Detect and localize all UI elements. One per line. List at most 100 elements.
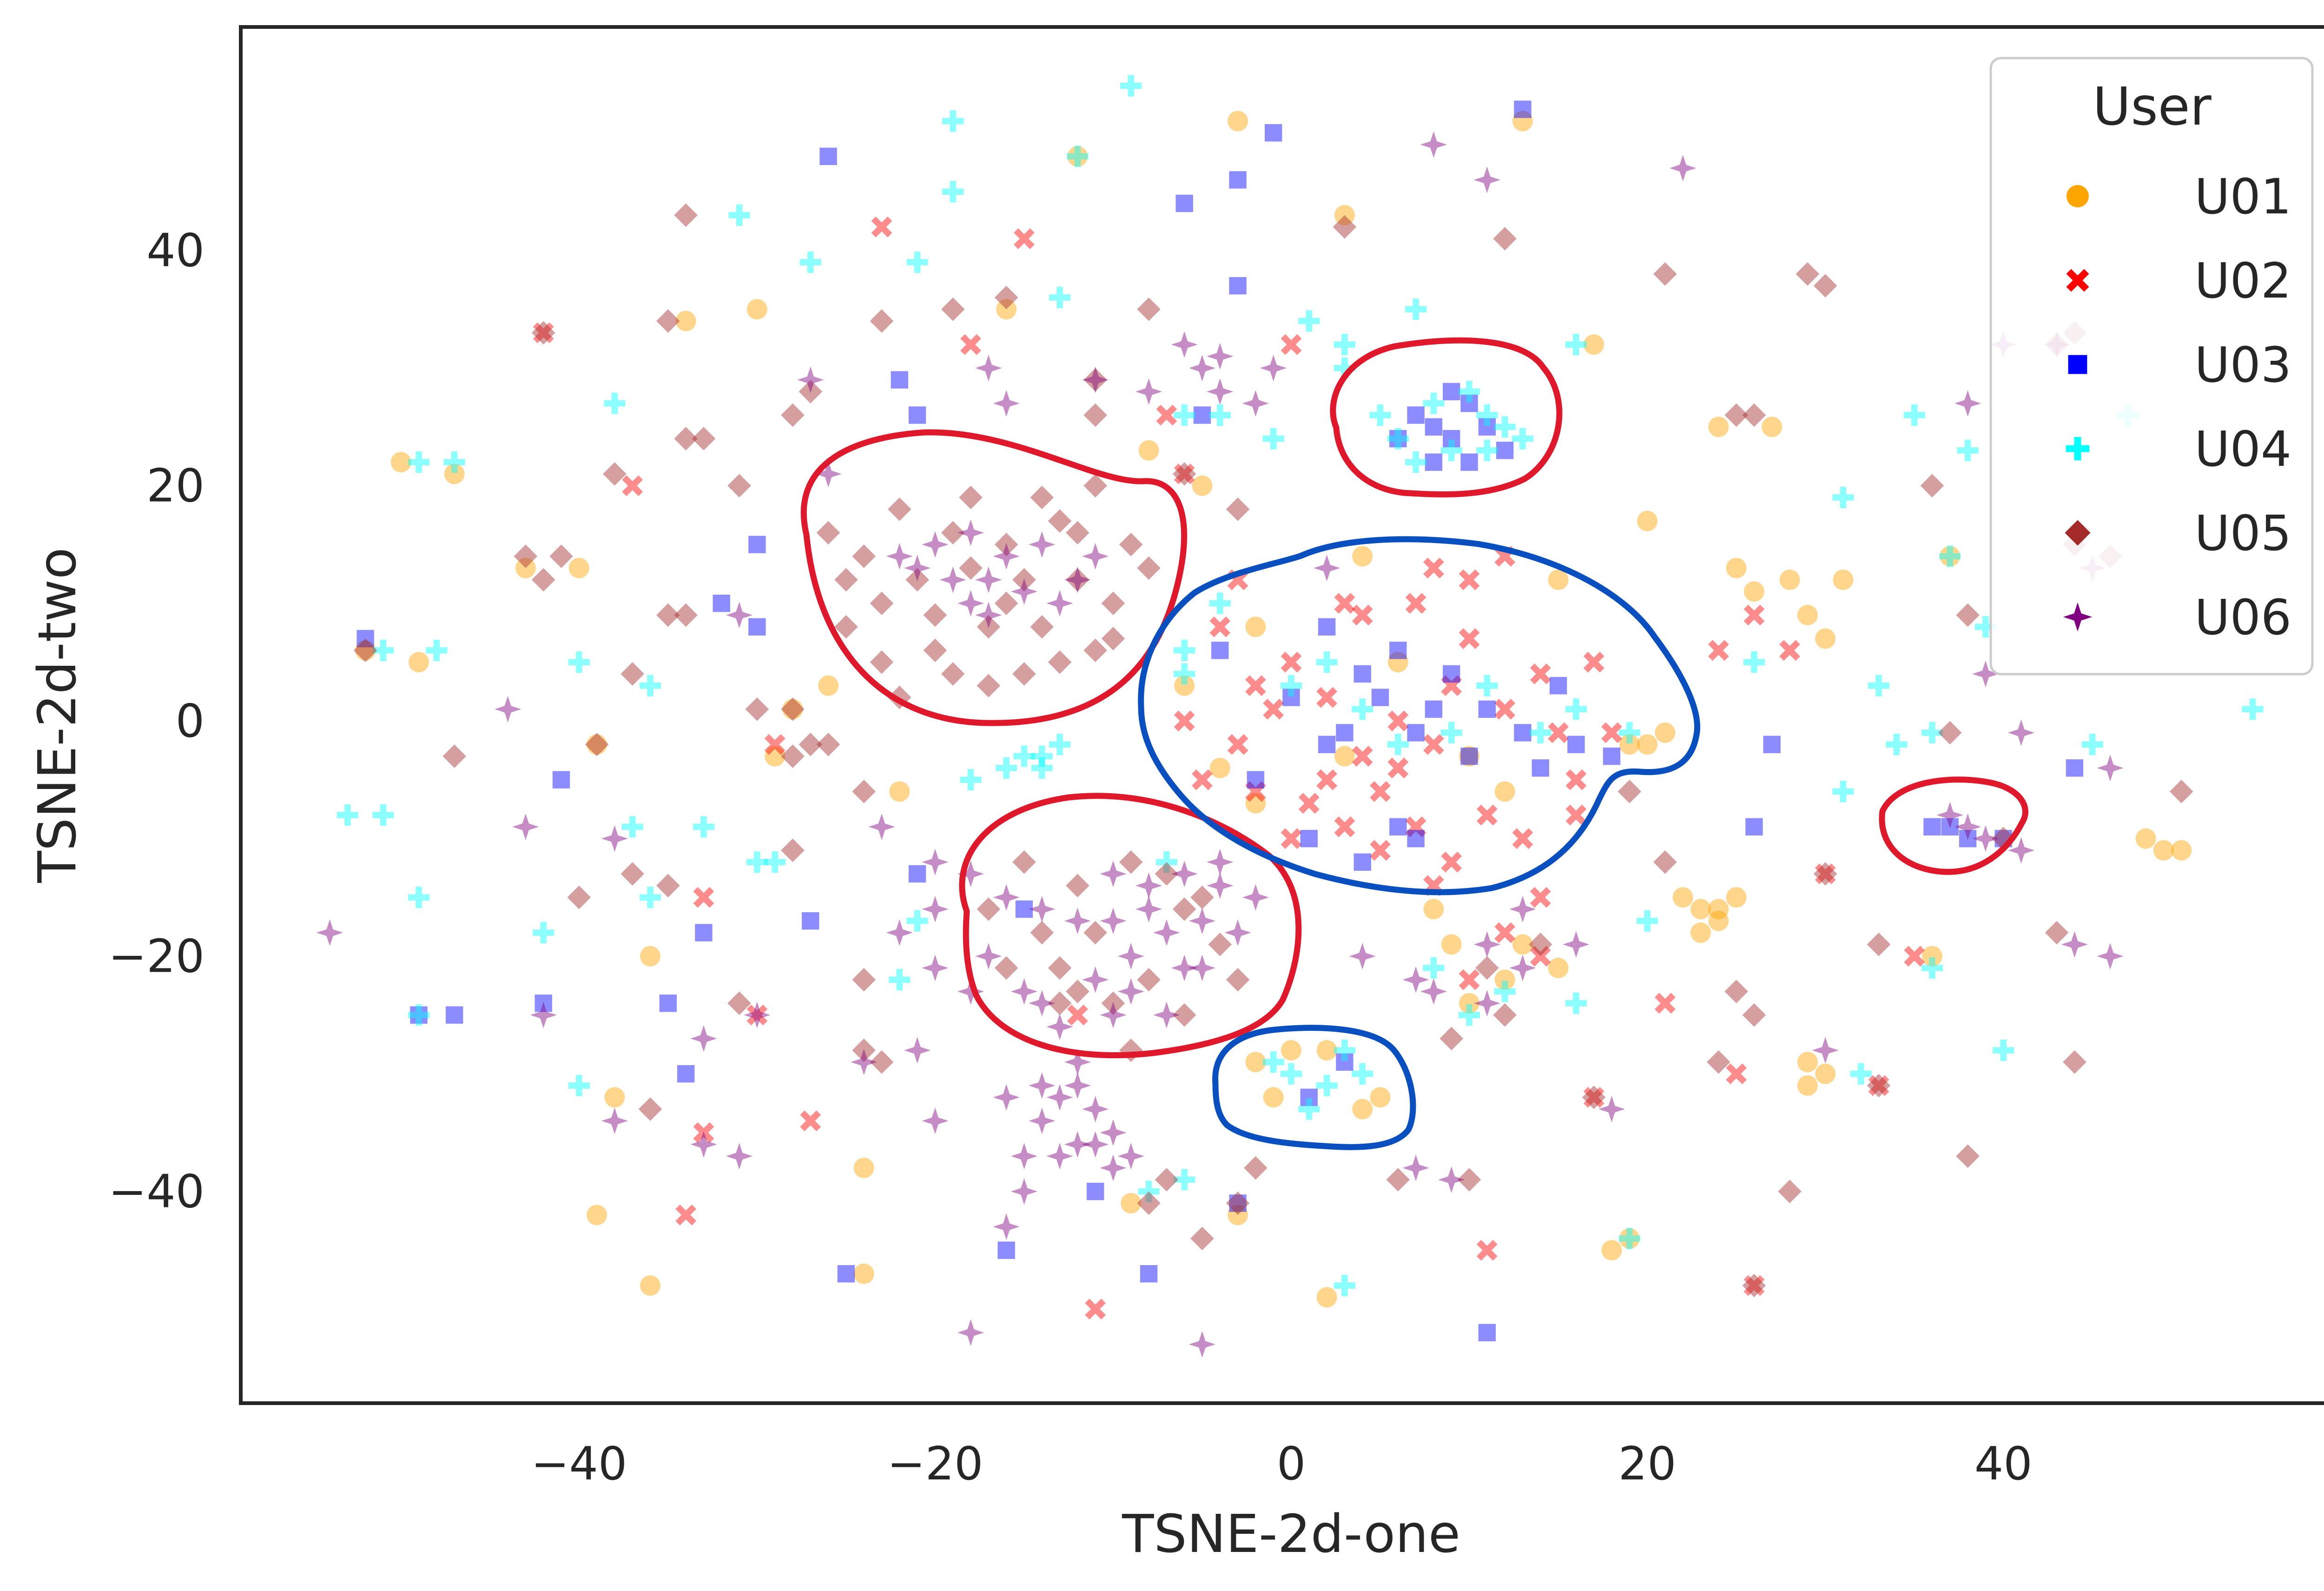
data-point-u05 <box>994 285 1018 310</box>
data-point-u06 <box>1402 1154 1429 1181</box>
legend-marker-u04 <box>2066 437 2090 461</box>
data-point-u02 <box>1494 698 1516 720</box>
data-point-u05 <box>799 379 823 404</box>
data-point-u06 <box>1598 1095 1625 1123</box>
data-point-u01 <box>1370 1087 1391 1108</box>
data-point-u04 <box>764 851 786 873</box>
data-point-u04 <box>533 921 555 944</box>
data-point-u03 <box>748 618 766 636</box>
data-point-u06 <box>1972 660 1999 688</box>
data-point-u01 <box>1441 934 1462 955</box>
data-point-u01 <box>1726 887 1747 908</box>
data-point-u04 <box>889 969 911 991</box>
data-point-u06 <box>993 390 1020 417</box>
data-point-u03 <box>1389 818 1407 836</box>
data-point-u05 <box>1778 1180 1802 1203</box>
data-point-u01 <box>1245 617 1266 637</box>
data-point-u06 <box>1100 860 1127 888</box>
data-point-u06 <box>530 1001 557 1028</box>
data-point-u05 <box>1048 509 1072 533</box>
legend-label-u02: U02 <box>2195 252 2291 309</box>
data-point-u06 <box>939 566 966 593</box>
data-point-u02 <box>1334 593 1355 614</box>
data-point-u04 <box>1512 428 1534 450</box>
data-point-u04 <box>568 651 590 673</box>
data-point-u06 <box>1473 931 1500 958</box>
data-point-u01 <box>1228 111 1248 132</box>
data-point-u01 <box>1601 1240 1622 1261</box>
data-point-u01 <box>1815 1063 1836 1084</box>
data-point-u04 <box>1423 392 1445 414</box>
data-point-u05 <box>1920 474 1944 497</box>
data-point-u03 <box>1371 689 1389 706</box>
data-point-u05 <box>1493 227 1517 251</box>
data-point-u01 <box>1619 734 1640 755</box>
data-point-u06 <box>1207 343 1234 370</box>
data-point-u01 <box>1512 934 1533 955</box>
data-point-u02 <box>1263 698 1284 720</box>
data-point-u06 <box>1010 578 1038 605</box>
data-point-u02 <box>1441 851 1462 873</box>
data-point-u05 <box>1101 627 1125 650</box>
data-point-u06 <box>957 978 984 1005</box>
data-point-u03 <box>1460 394 1478 412</box>
data-point-u06 <box>2097 943 2124 970</box>
data-point-u05 <box>1066 568 1089 592</box>
data-point-u02 <box>960 334 981 355</box>
data-point-u06 <box>1420 978 1447 1005</box>
data-point-u03 <box>1211 642 1229 659</box>
data-point-u03 <box>908 865 926 883</box>
data-point-u01 <box>1494 781 1515 802</box>
data-point-u04 <box>1209 404 1231 426</box>
data-point-u02 <box>1530 887 1551 908</box>
data-point-u01 <box>390 452 411 473</box>
data-point-u03 <box>1532 759 1549 777</box>
data-point-u05 <box>727 474 751 497</box>
data-point-u02 <box>693 1122 714 1143</box>
data-point-u05 <box>1030 615 1054 639</box>
data-point-u06 <box>601 1107 628 1134</box>
data-point-u01 <box>1192 475 1213 496</box>
data-point-u04 <box>1316 1074 1338 1097</box>
data-point-u02 <box>1209 616 1231 637</box>
data-point-u03 <box>1514 724 1532 742</box>
data-point-u05 <box>1742 403 1766 427</box>
data-point-u06 <box>1082 966 1109 993</box>
data-point-u06 <box>1171 331 1198 358</box>
data-point-u05 <box>2169 780 2193 803</box>
data-point-u05 <box>1083 474 1107 497</box>
data-point-u02 <box>1192 769 1213 790</box>
data-point-u04 <box>1921 722 1943 744</box>
data-point-u05 <box>1083 368 1107 392</box>
data-point-u05 <box>656 874 680 898</box>
data-point-u02 <box>1459 569 1480 590</box>
data-point-u05 <box>852 780 876 803</box>
data-point-u02 <box>1298 793 1320 814</box>
data-point-u05 <box>531 321 555 345</box>
data-point-u01 <box>818 675 839 696</box>
data-point-u03 <box>1514 100 1532 118</box>
data-point-u05 <box>1101 591 1125 615</box>
data-point-u06 <box>1314 555 1340 582</box>
data-point-u05 <box>959 556 983 580</box>
data-point-u02 <box>1281 334 1302 355</box>
data-point-u01 <box>1797 1075 1818 1096</box>
y-tick-label: 20 <box>146 460 205 513</box>
data-point-u05 <box>834 568 858 592</box>
data-point-u06 <box>1972 825 1999 852</box>
annotation-outline-blue-center <box>1138 536 1700 895</box>
data-point-u03 <box>1567 736 1585 753</box>
data-point-u01 <box>1584 334 1604 355</box>
x-tick-label: 0 <box>1277 1438 1306 1491</box>
data-point-u04 <box>1565 698 1587 720</box>
data-point-u06 <box>797 366 824 393</box>
data-point-u06 <box>993 1084 1020 1111</box>
data-point-u06 <box>1029 1072 1056 1099</box>
data-point-u03 <box>1407 406 1425 424</box>
data-point-u05 <box>870 591 894 615</box>
data-point-u02 <box>1654 993 1676 1014</box>
data-point-u04 <box>1387 734 1409 756</box>
data-point-u03 <box>1318 736 1336 753</box>
data-point-u06 <box>512 813 539 840</box>
data-point-u06 <box>993 543 1020 570</box>
